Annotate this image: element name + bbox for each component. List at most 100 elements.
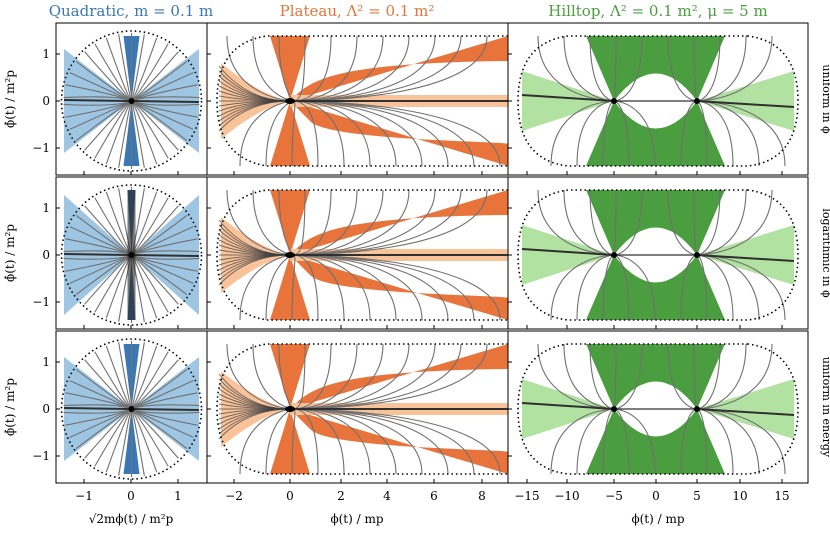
basin-dark-bottom [586,101,725,166]
attractor-line [696,254,795,262]
minimum-point-left [611,98,617,104]
basin-dark-bottom [270,101,310,166]
trajectory [63,408,132,414]
x-tick-label: −15 [514,489,539,503]
x-tick-label: −1 [75,489,93,503]
x-tick-label: 6 [430,489,438,503]
y-tick-label: −1 [32,295,50,309]
panel-plateau-0 [216,35,508,167]
trajectory [131,404,200,410]
y-tick-label: −1 [32,141,50,155]
y-tick-label: 0 [42,248,50,262]
basin-dark-top [586,344,725,409]
x-tick-label: 8 [478,489,486,503]
panel-frame-hilltop-1 [507,176,809,330]
minimum-point-right [694,406,700,412]
basin-dark-top [586,36,725,101]
x-axis-label-quadratic: √2mϕ(t) / m²p [89,512,174,526]
boundary-dotted [60,30,203,172]
trajectory [218,254,291,286]
minimum-point-left [611,252,617,258]
x-tick-label: 0 [652,489,660,503]
x-axis-label-plateau: ϕ(t) / mp [330,512,383,526]
basin-dark [290,36,508,166]
panel-plateau-2 [216,343,508,475]
basin-dark-bottom [586,409,725,474]
attractor-line [63,253,132,256]
y-tick-label: 1 [42,47,50,61]
minimum-point [128,98,135,104]
panel-quadratic-1 [60,184,203,326]
basin-dark [290,344,508,474]
attractor-line [696,100,795,108]
basin-light-left [522,71,614,131]
minimum-point [128,406,135,412]
basin-light-right [697,225,794,285]
panel-quadratic-0 [60,30,203,172]
column-title-quadratic: Quadratic, m = 0.1 m [49,2,214,20]
boundary-dotted [60,338,203,480]
basin-dark-bottom [586,255,725,320]
minimum-point [128,252,135,258]
panel-plateau-1 [216,189,508,321]
boundary-dotted [60,184,203,326]
boundary-dotted [216,189,508,321]
row-label-uniform-phi: uniform in ϕ [820,64,830,134]
attractor-line [521,402,615,410]
boundary-dotted [216,343,508,475]
x-tick-label: 0 [286,489,294,503]
basin-light-right [697,379,794,439]
minimum-point [285,406,295,412]
minimum-point [285,252,295,258]
trajectory [131,96,200,102]
minimum-point [285,98,295,104]
panel-hilltop-2 [517,343,799,475]
x-tick-label: −10 [554,489,579,503]
y-tick-label: 1 [42,355,50,369]
y-tick-label: 1 [42,201,50,215]
trajectory [218,408,291,440]
attractor-line [521,94,615,102]
basin-light-left [522,379,614,439]
y-axis-label-row2: ϕ̇(t) / m²p [3,224,17,282]
x-tick-label: 0 [127,489,135,503]
attractor-line [131,254,200,257]
minimum-point-left [611,406,617,412]
minimum-point-right [694,98,700,104]
x-tick-label: 2 [337,489,345,503]
row-label-log-phi: logarithmic in ϕ [820,208,830,298]
attractor-line [521,248,615,256]
basin-light-left [522,225,614,285]
x-axis-label-hilltop: ϕ(t) / mp [631,512,684,526]
panel-frame-hilltop-0 [507,22,809,176]
y-axis-label-row3: ϕ̇(t) / m²p [3,378,17,436]
panel-hilltop-0 [517,35,799,167]
trajectory [63,100,132,106]
panel-frame-hilltop-2 [507,330,809,484]
column-title-plateau: Plateau, Λ² = 0.1 m² [280,2,435,20]
x-tick-label: −5 [605,489,623,503]
attractor-line [131,100,200,103]
basin-dark-bottom [270,409,310,474]
basin-light-right [697,71,794,131]
attractor-line [696,408,795,416]
minimum-point-right [694,252,700,258]
basin-dark-bottom [270,255,310,320]
y-axis-label-row1: ϕ̇(t) / m²p [3,70,17,128]
x-tick-label: 10 [732,489,747,503]
column-title-hilltop: Hilltop, Λ² = 0.1 m², μ = 5 m [548,2,767,20]
attractor-line [63,99,132,102]
panel-quadratic-2 [60,338,203,480]
x-tick-label: −2 [225,489,243,503]
attractor-line [63,407,132,410]
x-tick-label: 1 [174,489,182,503]
attractor-line [131,408,200,411]
x-tick-label: 5 [693,489,701,503]
x-tick-label: 15 [774,489,789,503]
trajectory [218,100,291,132]
y-tick-label: 0 [42,94,50,108]
panel-hilltop-1 [517,189,799,321]
row-label-uniform-energy: uniform in energy [820,357,830,458]
basin-dark-top [586,190,725,255]
